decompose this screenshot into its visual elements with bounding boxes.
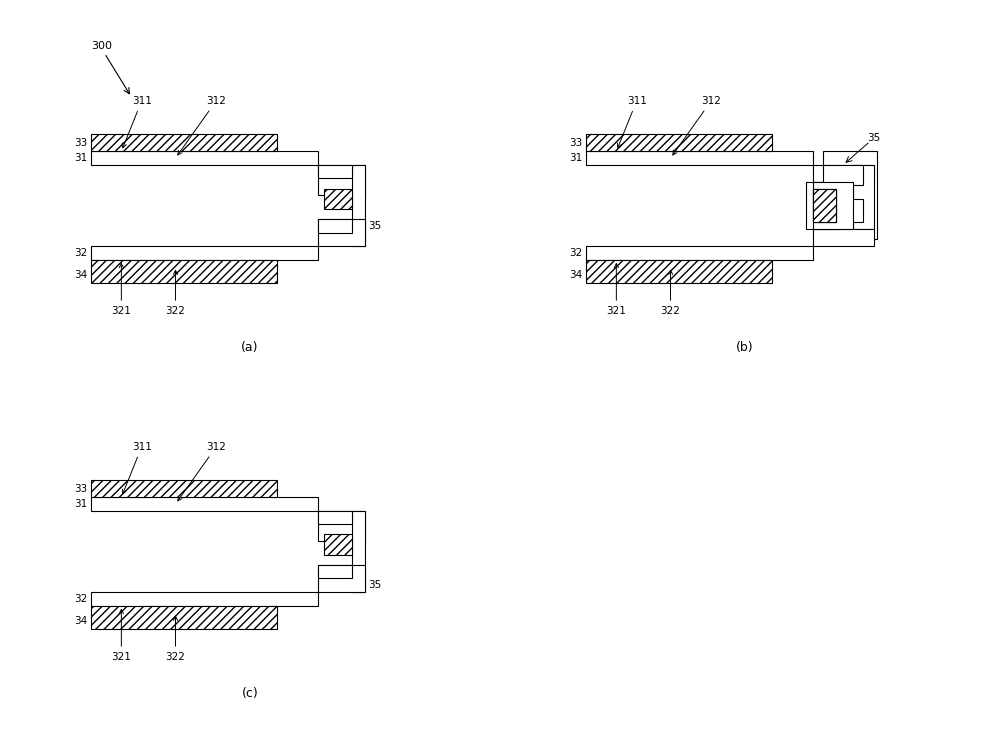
Bar (91, 592, 318, 606)
Bar (823, 152, 877, 239)
Bar (324, 534, 352, 555)
Text: 311: 311 (122, 96, 152, 148)
Text: 33: 33 (74, 484, 87, 494)
Text: (a): (a) (241, 342, 259, 355)
Bar (813, 188, 836, 222)
Text: (c): (c) (242, 687, 258, 701)
Bar (318, 165, 352, 178)
Bar (813, 188, 836, 222)
Text: 33: 33 (569, 138, 582, 148)
Text: 31: 31 (74, 153, 87, 163)
Bar (813, 182, 853, 229)
Text: 35: 35 (368, 221, 382, 231)
Bar (91, 498, 318, 511)
Bar (352, 511, 365, 592)
Bar (91, 481, 277, 498)
Text: 32: 32 (569, 248, 582, 258)
Bar (823, 199, 863, 222)
Text: 35: 35 (867, 132, 880, 143)
Bar (318, 511, 352, 524)
Bar (586, 246, 813, 260)
Bar (586, 135, 772, 152)
Text: 35: 35 (368, 580, 382, 590)
Text: 322: 322 (166, 616, 185, 662)
Text: 34: 34 (569, 270, 582, 280)
Bar (586, 152, 813, 165)
Bar (318, 511, 365, 541)
Text: 321: 321 (111, 609, 131, 662)
Bar (352, 165, 365, 246)
Bar (91, 135, 277, 152)
Text: 34: 34 (74, 270, 87, 280)
Bar (324, 188, 352, 209)
Text: 300: 300 (91, 41, 112, 52)
Bar (813, 165, 874, 182)
Bar (806, 182, 836, 229)
Bar (91, 260, 277, 283)
Text: 31: 31 (74, 499, 87, 509)
Text: (b): (b) (736, 342, 754, 355)
Bar (318, 565, 352, 578)
Bar (318, 565, 365, 592)
Text: 311: 311 (617, 96, 647, 148)
Text: 32: 32 (74, 594, 87, 604)
Bar (853, 165, 874, 229)
Text: 322: 322 (166, 270, 185, 316)
Text: 322: 322 (661, 270, 680, 316)
Text: 32: 32 (74, 248, 87, 258)
Bar (318, 165, 365, 195)
Text: 31: 31 (569, 153, 582, 163)
Bar (813, 229, 874, 246)
Bar (318, 219, 352, 233)
Bar (586, 260, 772, 283)
Bar (91, 152, 318, 165)
Bar (91, 606, 277, 629)
Bar (318, 219, 365, 246)
Text: 311: 311 (122, 442, 152, 494)
Text: 33: 33 (74, 138, 87, 148)
Text: 321: 321 (111, 263, 131, 316)
Text: 312: 312 (178, 96, 226, 155)
Text: 34: 34 (74, 616, 87, 626)
Bar (813, 188, 836, 222)
Bar (823, 165, 863, 185)
Text: 321: 321 (606, 263, 626, 316)
Text: 312: 312 (673, 96, 721, 155)
Text: 312: 312 (178, 442, 226, 501)
Bar (91, 246, 318, 260)
